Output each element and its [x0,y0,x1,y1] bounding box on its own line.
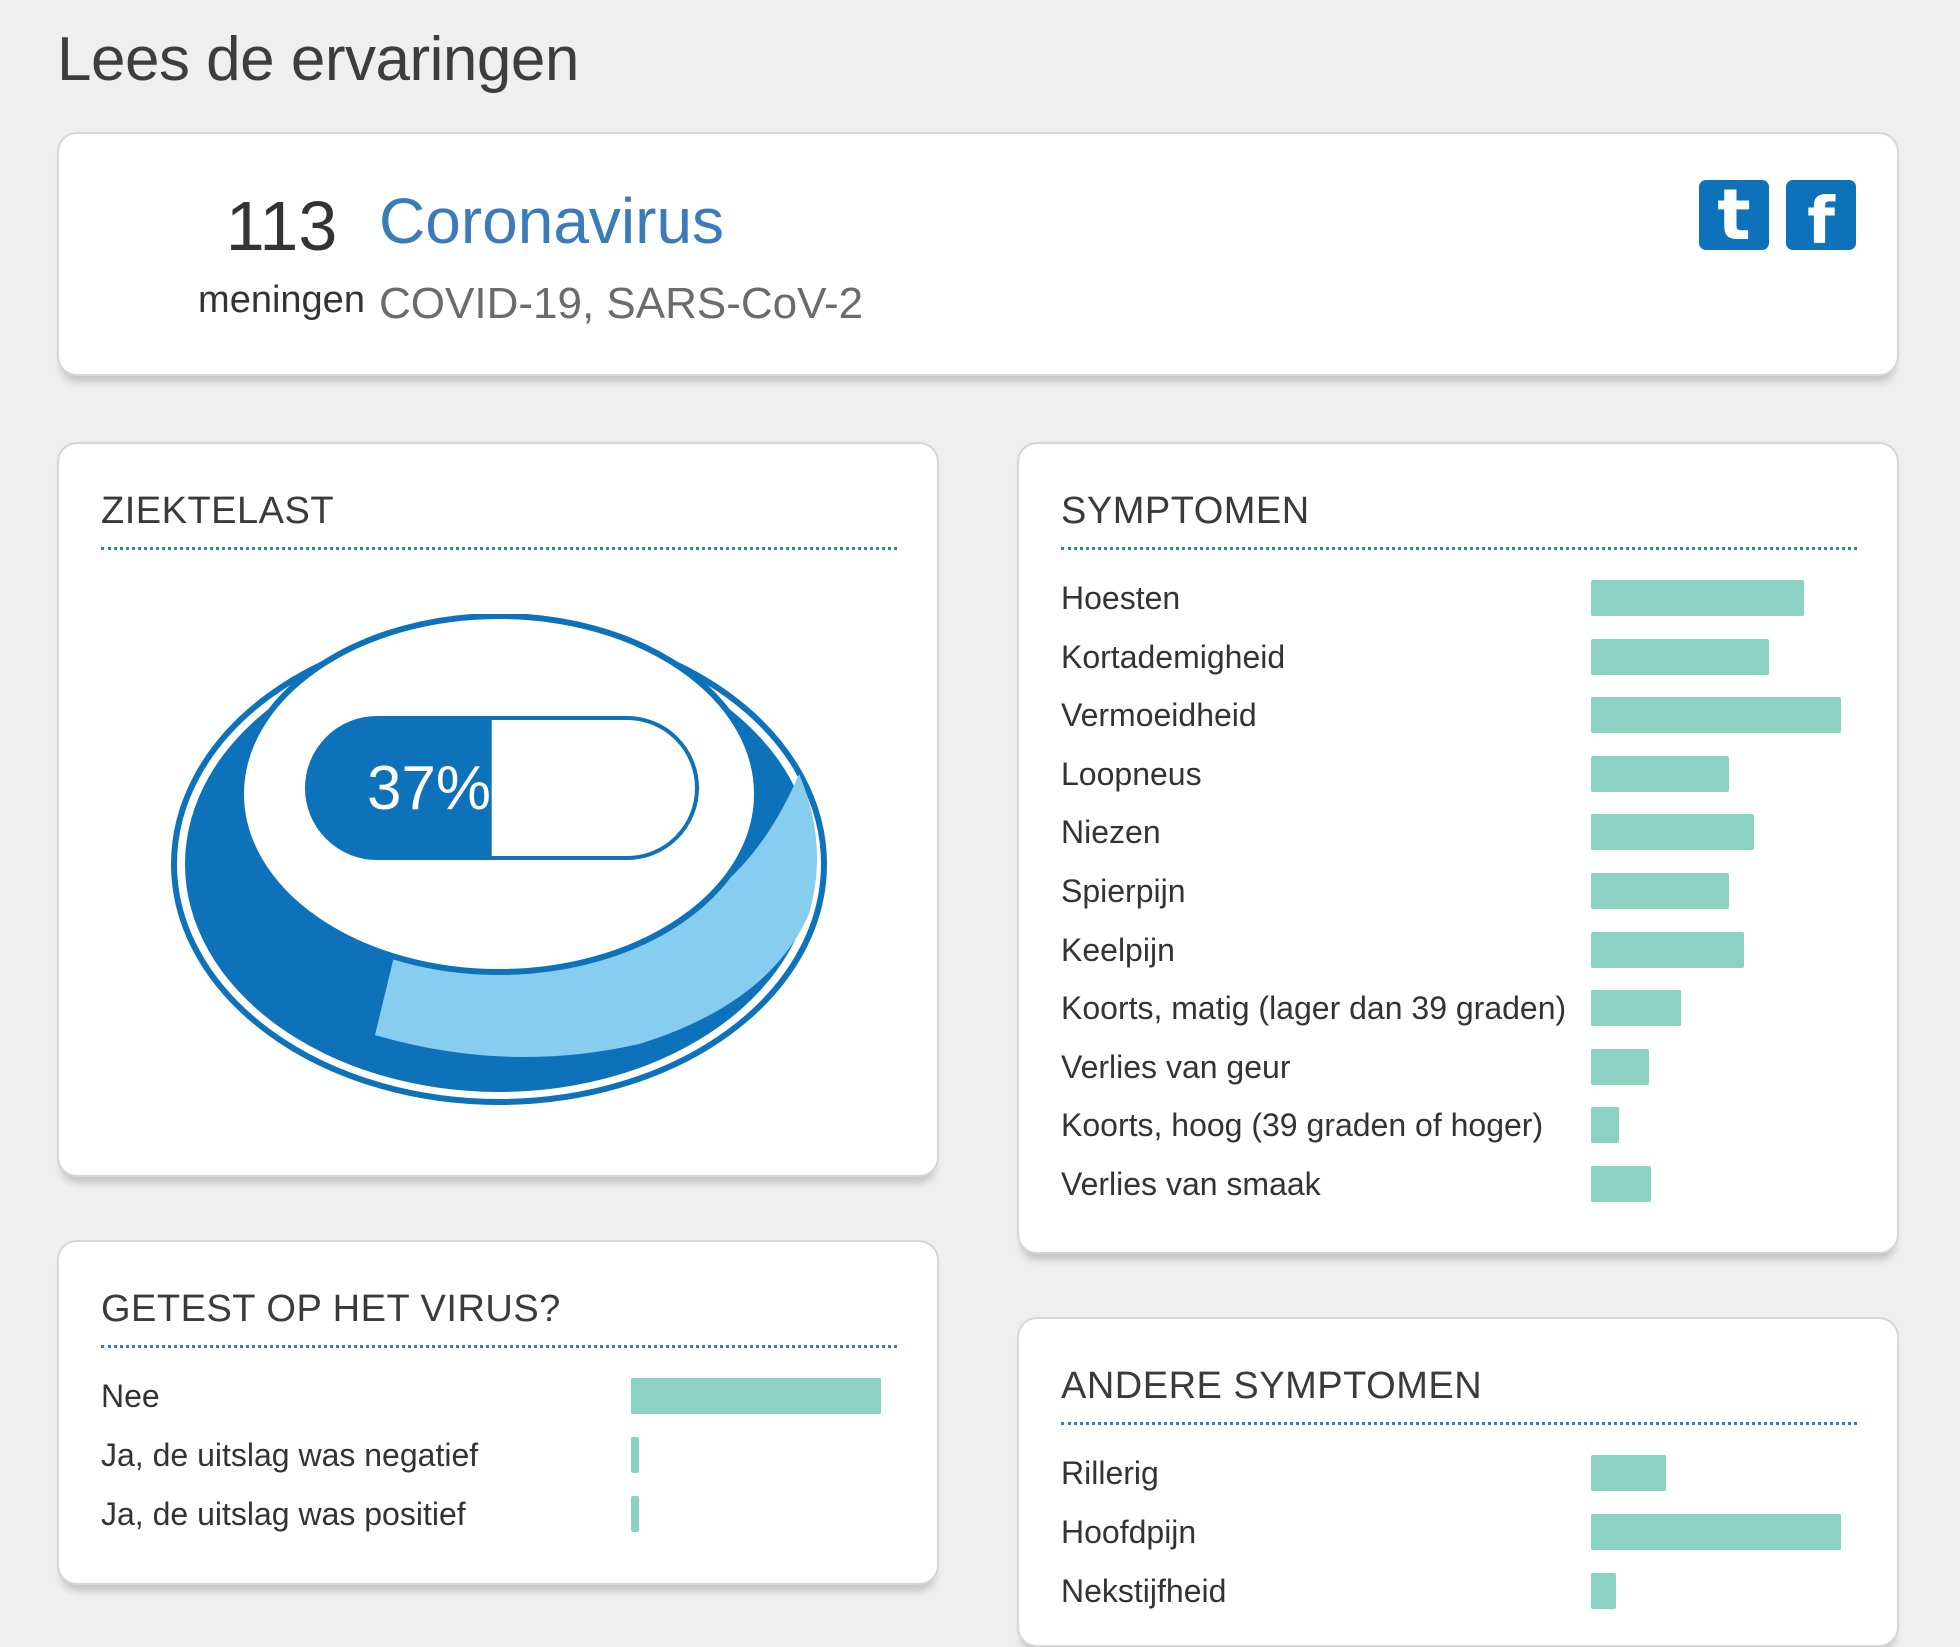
topic-subtitle: COVID-19, SARS-CoV-2 [379,279,864,328]
bar-row: Koorts, matig (lager dan 39 graden) [1061,984,1861,1042]
bar-track [1591,1048,1841,1085]
bar-label: Niezen [1061,814,1161,851]
bar-fill [631,1378,881,1414]
bar-label: Hoesten [1061,580,1181,616]
bar-track [1591,580,1841,616]
bar-row: Verlies van geur [1061,1043,1861,1101]
bar-fill [1591,931,1744,968]
bar-label: Ja, de uitslag was positief [101,1496,466,1532]
bar-row: Keelpijn [1061,926,1861,984]
bar-fill [1591,1048,1649,1085]
page-title: Lees de ervaringen [57,25,579,94]
bar-fill [1591,990,1681,1027]
bar-track [1591,931,1841,968]
topic-title[interactable]: Coronavirus [379,185,725,257]
bar-row: Loopneus [1061,750,1861,808]
twitter-icon[interactable]: t [1699,180,1769,250]
bar-track [1591,1455,1841,1491]
bar-row: Hoesten [1061,574,1861,632]
bar-row: Niezen [1061,808,1861,866]
bar-label: Verlies van geur [1061,1048,1291,1085]
bar-row: Vermoeidheid [1061,691,1861,749]
bar-row: Kortademigheid [1061,633,1861,691]
bar-label: Spierpijn [1061,873,1186,909]
tested-title: GETEST OP HET VIRUS? [101,1288,897,1348]
burden-card: ZIEKTELAST 37% [57,442,939,1177]
bar-track [631,1437,881,1473]
bar-fill [1591,1573,1616,1609]
bar-label: Vermoeidheid [1061,697,1257,734]
burden-gauge: 37% [171,614,827,1105]
burden-capsule: 37% [305,716,699,860]
bar-fill [1591,697,1841,734]
bar-fill [1591,638,1769,675]
bar-row: Hoofdpijn [1061,1508,1861,1566]
bar-track [1591,755,1841,792]
bar-fill [1591,1107,1619,1144]
bar-label: Kortademigheid [1061,638,1286,675]
bar-fill [1591,814,1754,851]
burden-capsule-fill [307,718,492,858]
bar-label: Loopneus [1061,755,1202,792]
bar-label: Ja, de uitslag was negatief [101,1437,479,1473]
bar-track [1591,1514,1841,1550]
other-symptoms-title: ANDERE SYMPTOMEN [1061,1365,1857,1425]
bar-track [1591,873,1841,909]
bar-fill [1591,873,1729,909]
bar-fill [1591,1166,1651,1202]
bar-fill [1591,1455,1666,1491]
bar-row: Ja, de uitslag was positief [101,1490,901,1548]
bar-track [631,1378,881,1414]
bar-row: Rillerig [1061,1449,1861,1507]
bar-row: Nekstijfheid [1061,1567,1861,1625]
bar-label: Rillerig [1061,1455,1159,1491]
bar-fill [1591,755,1729,792]
bar-track [1591,1107,1841,1144]
bar-track [1591,1573,1841,1609]
bar-label: Koorts, hoog (39 graden of hoger) [1061,1107,1544,1144]
bar-label: Keelpijn [1061,931,1175,968]
bar-label: Hoofdpijn [1061,1514,1197,1550]
bar-row: Koorts, hoog (39 graden of hoger) [1061,1101,1861,1159]
bar-track [1591,814,1841,851]
burden-percent: 37% [367,754,491,823]
bar-row: Ja, de uitslag was negatief [101,1431,901,1489]
bar-label: Verlies van smaak [1061,1166,1321,1202]
bar-fill [1591,1514,1841,1550]
bar-row: Verlies van smaak [1061,1160,1861,1218]
facebook-icon[interactable]: f [1786,180,1856,259]
bar-label: Koorts, matig (lager dan 39 graden) [1061,990,1567,1027]
opinion-count-label: meningen [198,279,365,321]
topic-header-card: 113 meningen Coronavirus COVID-19, SARS-… [57,132,1899,376]
bar-track [631,1496,881,1532]
bar-track [1591,1166,1841,1202]
bar-row: Nee [101,1372,901,1430]
bar-label: Nee [101,1378,160,1414]
bar-label: Nekstijfheid [1061,1573,1227,1609]
bar-row: Spierpijn [1061,867,1861,925]
bar-fill [1591,580,1804,616]
symptoms-card: SYMPTOMEN Hoesten Kortademigheid Vermoeidh… [1017,442,1899,1254]
burden-title: ZIEKTELAST [101,490,897,550]
tested-card: GETEST OP HET VIRUS? Nee Ja, de uitslag w… [57,1240,939,1585]
opinion-count: 113 [225,187,338,265]
other-symptoms-card: ANDERE SYMPTOMEN Rillerig Hoofdpijn Neksti… [1017,1317,1899,1647]
bar-fill [631,1496,639,1532]
bar-track [1591,697,1841,734]
bar-track [1591,990,1841,1027]
bar-fill [631,1437,639,1473]
symptoms-title: SYMPTOMEN [1061,490,1857,550]
bar-track [1591,638,1841,675]
